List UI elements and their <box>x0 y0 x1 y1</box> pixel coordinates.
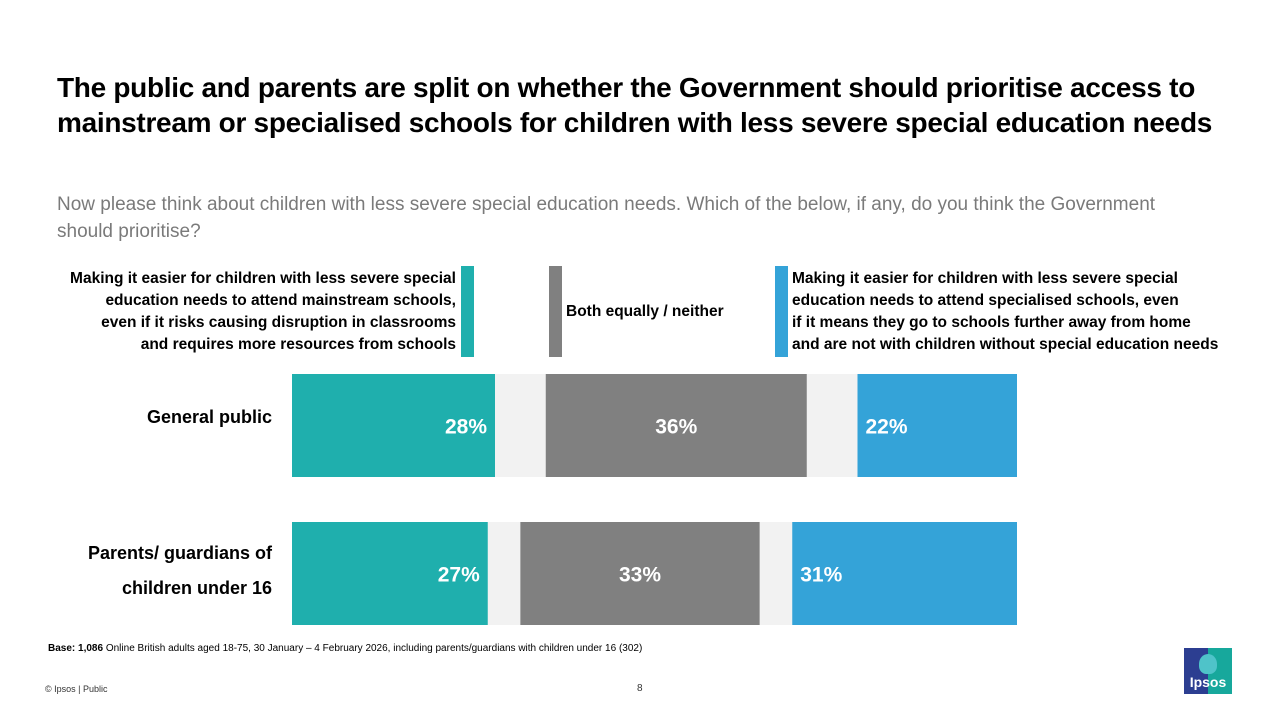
ipsos-logo: Ipsos <box>1184 648 1232 694</box>
logo-head-icon <box>1199 654 1217 674</box>
legend-swatch-mainstream <box>461 266 474 357</box>
row-label-line: General public <box>146 407 272 427</box>
value-label-both-row-0: 36% <box>655 416 697 439</box>
legend-line: if it means they go to schools further a… <box>792 313 1191 331</box>
legend-line: and are not with children without specia… <box>792 335 1219 353</box>
bar-mainstream-row-0 <box>292 374 495 477</box>
legend-label-specialised: Making it easier for children with less … <box>792 268 1218 356</box>
value-label-both-row-1: 33% <box>619 564 661 587</box>
legend-swatch-specialised <box>775 266 788 357</box>
legend-label-mainstream: Making it easier for children with less … <box>70 268 456 356</box>
legend-line: Making it easier for children with less … <box>792 269 1178 287</box>
bar-both-row-1 <box>520 522 760 625</box>
row-label-general-public: General public <box>147 400 272 435</box>
legend-line: education needs to attend specialised sc… <box>792 291 1179 309</box>
row-label-parents: Parents/ guardians of children under 16 <box>88 536 272 606</box>
logo-text: Ipsos <box>1189 674 1227 690</box>
legend-item-mainstream: Making it easier for children with less … <box>70 266 474 357</box>
base-value: 1,086 <box>78 643 104 654</box>
legend-item-both: Both equally / neither <box>549 266 724 357</box>
legend-label-both: Both equally / neither <box>566 301 724 323</box>
legend-line: even if it risks causing disruption in c… <box>101 313 456 331</box>
legend-item-specialised: Making it easier for children with less … <box>775 266 1218 357</box>
base-note: Base: 1,086 Online British adults aged 1… <box>48 643 642 654</box>
row-label-line: Parents/ guardians of <box>87 543 272 563</box>
page-number: 8 <box>637 683 643 694</box>
value-label-specialised-row-1: 31% <box>800 564 842 587</box>
value-label-mainstream-row-1: 27% <box>438 564 480 587</box>
base-label: Base: <box>48 643 76 654</box>
bar-specialised-row-1 <box>792 522 1017 625</box>
question-text: Now please think about children with les… <box>57 194 1156 242</box>
legend-swatch-both <box>549 266 562 357</box>
value-label-specialised-row-0: 22% <box>866 416 908 439</box>
base-text: Online British adults aged 18-75, 30 Jan… <box>105 643 643 654</box>
bar-specialised-row-0 <box>857 374 1017 477</box>
copyright: © Ipsos | Public <box>45 684 108 694</box>
legend-line: education needs to attend mainstream sch… <box>105 291 456 309</box>
slide-title: The public and parents are split on whet… <box>57 72 1213 138</box>
legend-line: Both equally / neither <box>566 302 724 320</box>
legend-line: Making it easier for children with less … <box>70 269 456 287</box>
bar-mainstream-row-1 <box>292 522 488 625</box>
row-label-line: children under 16 <box>121 578 272 598</box>
bar-both-row-0 <box>545 374 807 477</box>
value-label-mainstream-row-0: 28% <box>445 416 487 439</box>
legend-line: and requires more resources from schools <box>140 335 456 353</box>
